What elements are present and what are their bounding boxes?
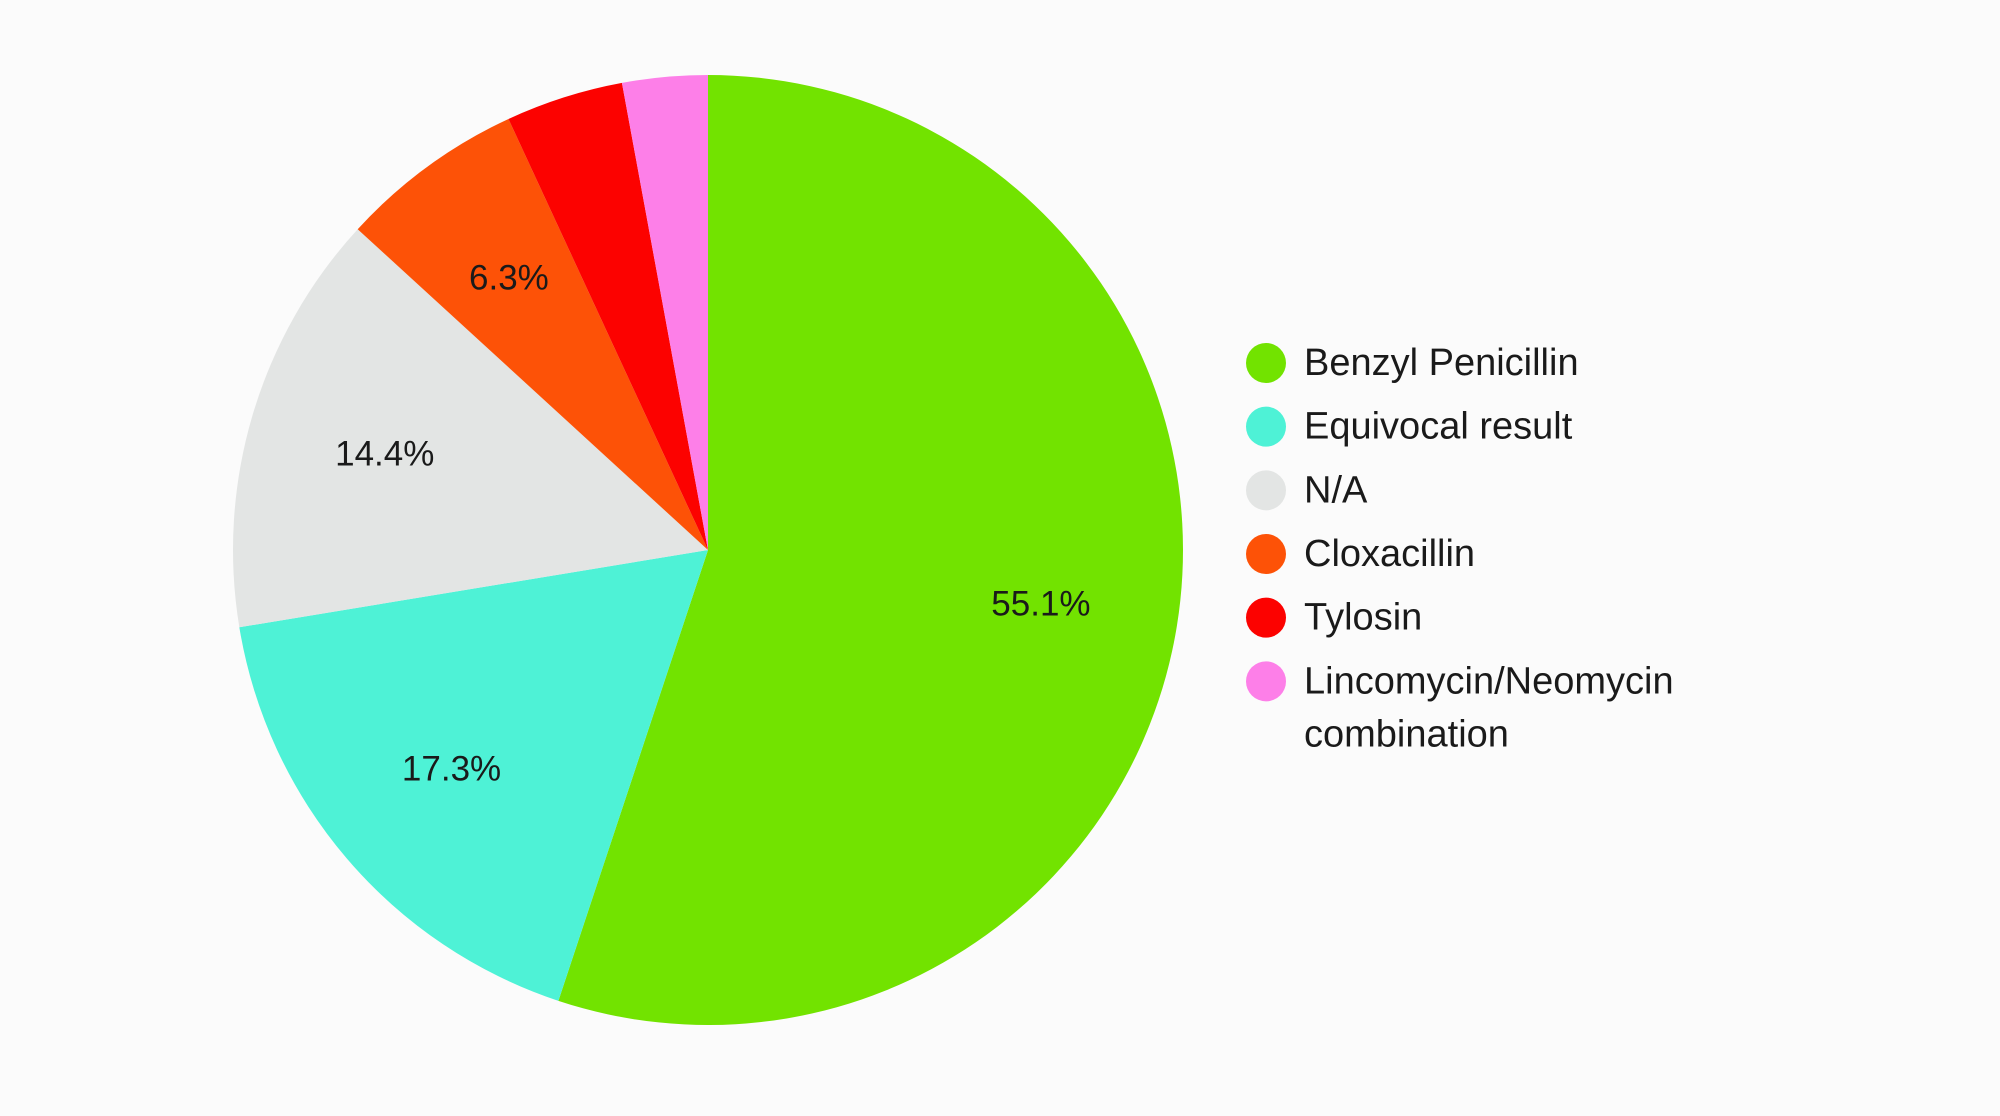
- pie-slice-2: [233, 229, 708, 628]
- legend-label-1: Equivocal result: [1304, 406, 1573, 448]
- legend-label-4: Tylosin: [1304, 597, 1422, 639]
- legend-item-3: Cloxacillin: [1246, 533, 1475, 575]
- legend-label-3: Cloxacillin: [1304, 533, 1475, 575]
- legend: Benzyl Penicillin Equivocal result N/A Clox…: [1246, 342, 1674, 755]
- slice-label-1: 17.3%: [402, 750, 501, 789]
- legend-item-2: N/A: [1246, 469, 1368, 511]
- legend-item-1: Equivocal result: [1246, 406, 1573, 448]
- legend-swatch-3: [1246, 533, 1286, 574]
- legend-swatch-1: [1246, 406, 1286, 447]
- slice-label-0: 55.1%: [991, 584, 1090, 623]
- pie-slices: [233, 75, 1184, 1025]
- legend-swatch-5: [1246, 661, 1286, 702]
- slice-label-3: 6.3%: [469, 258, 549, 297]
- legend-swatch-2: [1246, 470, 1286, 511]
- legend-swatch-0: [1246, 343, 1286, 383]
- pie-slice-3: [357, 118, 708, 551]
- pie-slice-4: [508, 82, 708, 550]
- legend-label-0: Benzyl Penicillin: [1304, 342, 1579, 384]
- pie-slice-1: [239, 550, 709, 1001]
- legend-label-2: N/A: [1304, 469, 1368, 511]
- pie-slice-5: [621, 75, 708, 550]
- pie-slice-0: [558, 75, 1184, 1025]
- legend-item-4: Tylosin: [1246, 597, 1422, 639]
- slice-label-2: 14.4%: [335, 434, 434, 473]
- legend-swatch-4: [1246, 597, 1286, 638]
- legend-label-5-line-1: combination: [1304, 713, 1509, 755]
- legend-label-5: Lincomycin/Neomycin: [1304, 660, 1674, 702]
- legend-item-0: Benzyl Penicillin: [1246, 342, 1579, 384]
- legend-item-5: Lincomycin/Neomycin combination: [1246, 660, 1674, 755]
- pie-slice-labels: 55.1% 17.3% 14.4% 6.3%: [335, 258, 1090, 788]
